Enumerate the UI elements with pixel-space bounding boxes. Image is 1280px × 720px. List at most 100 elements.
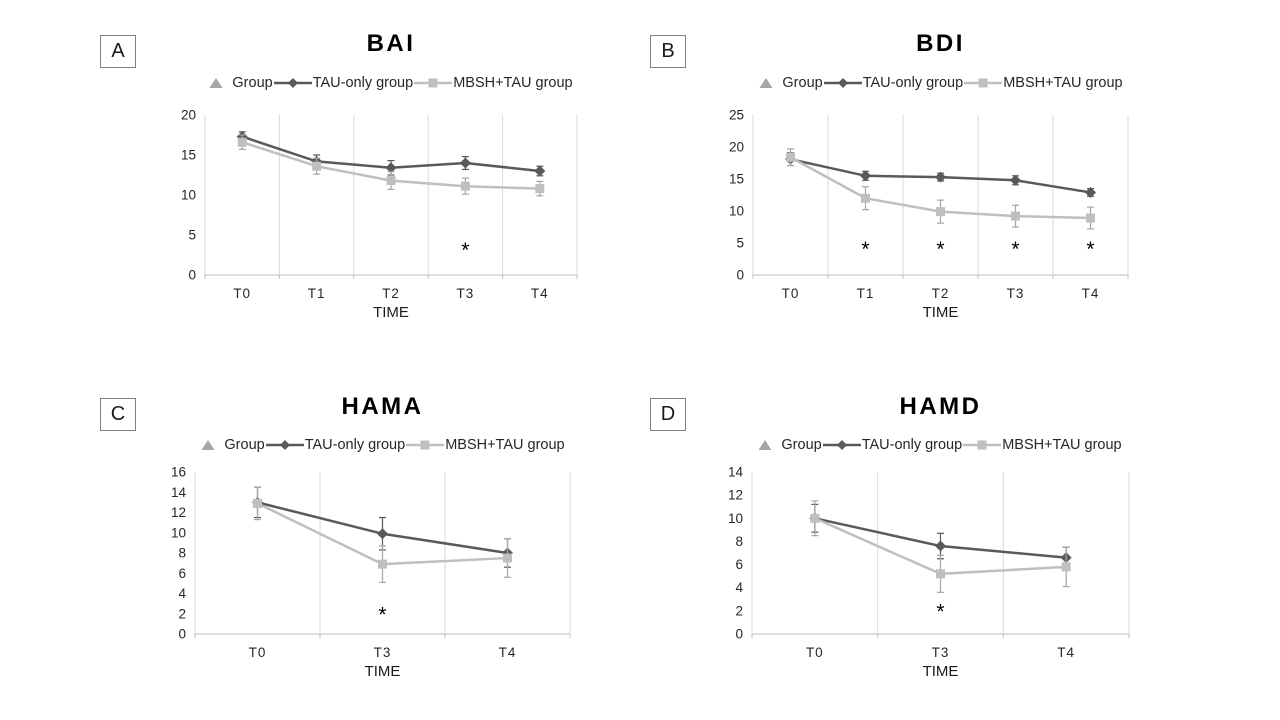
square-marker bbox=[535, 184, 545, 194]
legend-bdi: Group TAU-only group MBSH+TAU group bbox=[735, 75, 1147, 91]
tau-only-line-diamond-icon bbox=[822, 439, 861, 451]
x-tick-label: T3 bbox=[374, 645, 392, 660]
square-marker bbox=[1011, 211, 1020, 221]
square-marker bbox=[460, 181, 470, 191]
x-tick-label: T0 bbox=[233, 286, 251, 301]
square-marker bbox=[936, 569, 945, 579]
legend-hama: Group TAU-only group MBSH+TAU group bbox=[177, 437, 589, 453]
panel-c-label: C bbox=[100, 398, 136, 431]
triangle-glyph bbox=[209, 78, 223, 88]
series-tau-only-group bbox=[785, 152, 1096, 198]
y-tick-label: 10 bbox=[729, 204, 744, 219]
square-glyph bbox=[977, 440, 987, 450]
legend-label-tau-only: TAU-only group bbox=[312, 75, 414, 91]
square-glyph bbox=[978, 78, 988, 88]
square-glyph bbox=[420, 440, 430, 450]
diamond-marker bbox=[459, 157, 471, 169]
legend-label-group: Group bbox=[781, 437, 822, 453]
x-tick-label: T3 bbox=[932, 645, 950, 660]
square-marker bbox=[936, 207, 945, 217]
y-tick-label: 8 bbox=[178, 546, 186, 561]
legend-item-mbsh-tau: MBSH+TAU group bbox=[963, 75, 1123, 91]
y-tick-label: 0 bbox=[735, 627, 743, 642]
diamond-glyph bbox=[837, 78, 848, 88]
x-tick-label: T4 bbox=[499, 645, 517, 660]
triangle-glyph bbox=[759, 78, 773, 88]
diamond-glyph bbox=[287, 78, 298, 88]
y-tick-label: 6 bbox=[735, 557, 743, 572]
plot-area-hamd: 0 2 4 6 8 10 12 14 T0 T3 T4 * bbox=[728, 465, 1130, 660]
legend-label-tau-only: TAU-only group bbox=[862, 75, 964, 91]
group-triangle-icon bbox=[759, 77, 773, 89]
series-mbsh-tau-group bbox=[237, 134, 545, 197]
square-marker bbox=[861, 193, 870, 203]
chart-title-bai: BAI bbox=[366, 30, 416, 57]
y-tick-label: 4 bbox=[178, 586, 186, 601]
diamond-marker bbox=[1085, 186, 1096, 198]
square-marker bbox=[1086, 213, 1095, 223]
square-marker bbox=[1061, 562, 1071, 572]
legend-item-mbsh-tau: MBSH+TAU group bbox=[962, 437, 1122, 453]
tau-only-line-diamond-icon bbox=[265, 439, 304, 451]
significance-asterisk: * bbox=[861, 238, 869, 261]
diamond-glyph bbox=[279, 440, 290, 450]
legend-bai: Group TAU-only group MBSH+TAU group bbox=[185, 75, 597, 91]
y-tick-label: 8 bbox=[735, 534, 743, 549]
legend-label-group: Group bbox=[782, 75, 823, 91]
group-triangle-icon bbox=[209, 77, 223, 89]
chart-title-hama: HAMA bbox=[341, 393, 424, 420]
x-tick-label: T1 bbox=[857, 286, 875, 301]
y-tick-label: 16 bbox=[171, 465, 186, 480]
x-axis-title-bai: TIME bbox=[373, 304, 409, 321]
legend-item-group: Group bbox=[758, 437, 822, 453]
square-marker bbox=[786, 152, 795, 162]
significance-asterisk: * bbox=[1011, 238, 1019, 261]
legend-hamd: Group TAU-only group MBSH+TAU group bbox=[734, 437, 1146, 453]
series-mbsh-tau-group bbox=[253, 486, 512, 583]
chart-title-hamd: HAMD bbox=[899, 393, 982, 420]
panel-d-label: D bbox=[650, 398, 686, 431]
diamond-marker bbox=[860, 170, 871, 182]
y-tick-label: 20 bbox=[729, 140, 744, 155]
x-tick-label: T1 bbox=[308, 286, 326, 301]
series-tau-only-group bbox=[236, 131, 546, 177]
plot-area-hama: 0 2 4 6 8 10 12 14 16 T0 T3 T4 * bbox=[171, 465, 571, 660]
y-tick-label: 10 bbox=[171, 525, 186, 540]
legend-label-mbsh-tau: MBSH+TAU group bbox=[445, 437, 565, 453]
diamond-marker bbox=[935, 171, 946, 183]
square-marker bbox=[237, 137, 247, 147]
square-marker bbox=[810, 513, 820, 523]
diamond-marker bbox=[377, 528, 388, 540]
y-tick-label: 2 bbox=[735, 603, 743, 618]
mbsh-tau-line-square-icon bbox=[964, 77, 1003, 89]
x-tick-label: T4 bbox=[1057, 645, 1075, 660]
diamond-marker bbox=[534, 165, 546, 177]
diamond-marker bbox=[1010, 174, 1021, 186]
legend-label-group: Group bbox=[232, 75, 273, 91]
x-tick-label: T2 bbox=[932, 286, 950, 301]
legend-label-tau-only: TAU-only group bbox=[861, 437, 963, 453]
significance-asterisk: * bbox=[936, 238, 944, 261]
diamond-marker bbox=[935, 540, 946, 552]
y-tick-label: 10 bbox=[728, 511, 743, 526]
square-marker bbox=[386, 176, 396, 186]
legend-item-tau-only: TAU-only group bbox=[265, 437, 405, 453]
series-mbsh-tau-group bbox=[810, 500, 1071, 593]
y-tick-label: 15 bbox=[729, 172, 744, 187]
group-triangle-icon bbox=[758, 439, 772, 451]
legend-item-group: Group bbox=[209, 75, 273, 91]
y-tick-label: 0 bbox=[736, 268, 744, 283]
legend-label-mbsh-tau: MBSH+TAU group bbox=[1003, 75, 1123, 91]
y-tick-label: 0 bbox=[178, 627, 186, 642]
x-tick-label: T4 bbox=[1082, 286, 1100, 301]
series-mbsh-tau-group bbox=[786, 148, 1095, 230]
diamond-marker bbox=[385, 162, 397, 174]
y-tick-label: 20 bbox=[181, 108, 196, 123]
x-tick-label: T0 bbox=[806, 645, 824, 660]
panel-a-label: A bbox=[100, 35, 136, 68]
y-tick-label: 25 bbox=[729, 108, 744, 123]
legend-item-mbsh-tau: MBSH+TAU group bbox=[413, 75, 573, 91]
legend-label-tau-only: TAU-only group bbox=[304, 437, 406, 453]
y-tick-label: 0 bbox=[188, 268, 196, 283]
tau-only-line-diamond-icon bbox=[273, 77, 312, 89]
